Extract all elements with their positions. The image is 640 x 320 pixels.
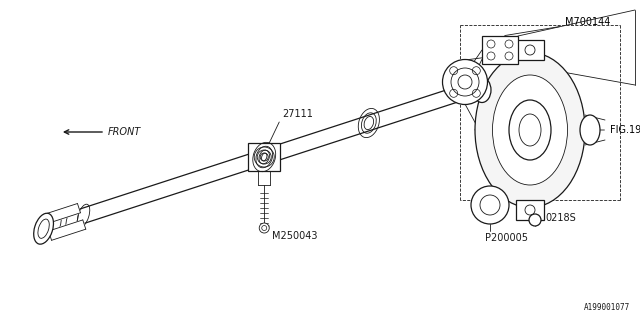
Circle shape [259, 223, 269, 233]
FancyBboxPatch shape [248, 143, 280, 171]
Polygon shape [44, 204, 81, 224]
Text: A199001077: A199001077 [584, 303, 630, 312]
Ellipse shape [580, 115, 600, 145]
Ellipse shape [493, 75, 568, 185]
Text: M250043: M250043 [272, 231, 317, 241]
Ellipse shape [475, 52, 585, 207]
Bar [516, 200, 544, 220]
Text: FRONT: FRONT [108, 127, 141, 137]
Text: 27111: 27111 [282, 109, 313, 119]
Ellipse shape [471, 186, 509, 224]
Text: 0218S: 0218S [545, 213, 576, 223]
Ellipse shape [442, 60, 488, 105]
Bar [516, 40, 544, 60]
Ellipse shape [509, 100, 551, 160]
Ellipse shape [473, 77, 491, 102]
Circle shape [529, 214, 541, 226]
Polygon shape [49, 220, 86, 240]
Text: FIG.195: FIG.195 [588, 125, 640, 135]
Bar [482, 36, 518, 64]
Text: M700144: M700144 [505, 17, 611, 36]
Ellipse shape [34, 213, 54, 244]
Text: P200005: P200005 [485, 233, 528, 243]
